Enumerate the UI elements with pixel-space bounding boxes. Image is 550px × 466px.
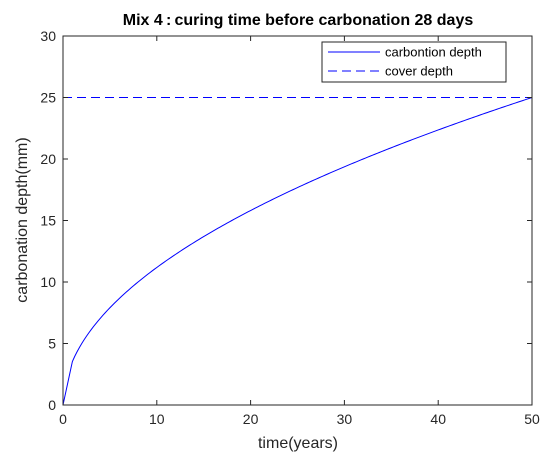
series-layer bbox=[62, 97, 533, 406]
y-tick-label: 20 bbox=[40, 151, 56, 167]
legend-box bbox=[321, 41, 507, 83]
y-tick-label: 30 bbox=[40, 28, 56, 44]
legend-label-cover-depth: cover depth bbox=[385, 64, 453, 79]
y-tick-label: 0 bbox=[48, 397, 56, 413]
tick-layer: 0 10 20 30 40 50 0 5 10 15 20 25 30 bbox=[40, 28, 540, 427]
x-tick-label: 30 bbox=[337, 411, 353, 427]
x-tick-label: 0 bbox=[59, 411, 67, 427]
x-tick-label: 40 bbox=[430, 411, 446, 427]
plot-area bbox=[63, 36, 532, 405]
x-tick-label: 50 bbox=[524, 411, 540, 427]
x-tick-label: 10 bbox=[149, 411, 165, 427]
chart-title: Mix 4 : curing time before carbonation 2… bbox=[123, 12, 474, 29]
y-tick-label: 5 bbox=[48, 336, 56, 352]
series-line-carbonation-depth bbox=[62, 97, 533, 406]
x-tick-label: 20 bbox=[243, 411, 259, 427]
y-axis-label: carbonation depth(mm) bbox=[14, 137, 31, 302]
legend: carbontion depth cover depth bbox=[321, 41, 507, 83]
x-axis-label: time(years) bbox=[258, 435, 338, 452]
y-tick-label: 15 bbox=[40, 213, 56, 229]
y-tick-label: 25 bbox=[40, 90, 56, 106]
legend-label-carbonation-depth: carbontion depth bbox=[385, 45, 482, 60]
y-tick-label: 10 bbox=[40, 274, 56, 290]
